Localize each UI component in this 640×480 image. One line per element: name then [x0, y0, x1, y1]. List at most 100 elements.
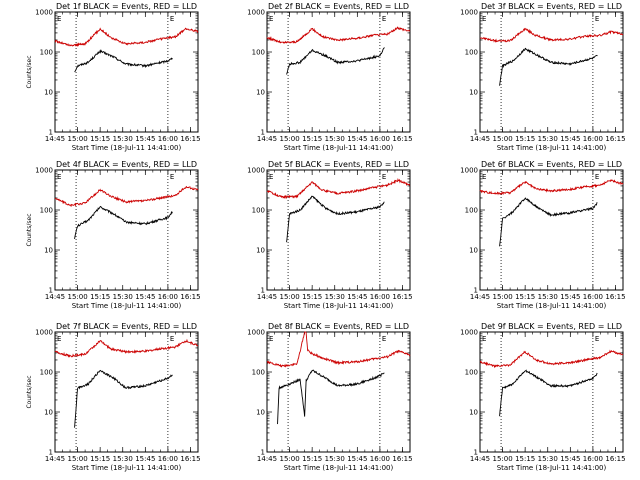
x-tick-label: 15:45 — [135, 455, 155, 463]
y-tick-label: 1 — [474, 449, 478, 457]
x-tick-label: 15:45 — [347, 455, 367, 463]
e-marker: E — [170, 335, 174, 343]
chart-panel-7: Det 7f BLACK = Events, RED = LLD 1 10 100 10… — [26, 322, 201, 472]
y-tick-label: 1000 — [247, 329, 265, 337]
y-tick-label: 100 — [252, 207, 265, 215]
y-tick-label: 1000 — [247, 9, 265, 17]
y-tick-label: 1 — [474, 129, 478, 137]
lld-series-line — [266, 178, 411, 200]
x-axis-label: Start Time (18-Jul-11 14:41:00) — [72, 464, 182, 472]
x-tick-label: 15:15 — [302, 135, 322, 143]
chart-title: Det 2f BLACK = Events, RED = LLD — [268, 2, 409, 11]
y-tick-label: 1 — [474, 287, 478, 295]
y-tick-label: 100 — [40, 369, 53, 377]
y-tick-label: 10 — [256, 89, 265, 97]
x-tick-label: 15:00 — [492, 455, 512, 463]
x-tick-label: 16:00 — [583, 455, 603, 463]
chart-title: Det 1f BLACK = Events, RED = LLD — [56, 2, 197, 11]
x-tick-label: 15:15 — [302, 293, 322, 301]
plot-frame — [479, 169, 624, 291]
e-marker: E — [382, 15, 386, 23]
x-tick-label: 15:30 — [538, 455, 558, 463]
x-axis-label: Start Time (18-Jul-11 14:41:00) — [497, 302, 607, 310]
y-axis-label: Counts/sec — [26, 375, 33, 408]
y-tick-label: 1000 — [460, 9, 478, 17]
e-marker: E — [269, 335, 273, 343]
lld-series-line — [479, 179, 624, 196]
y-tick-label: 100 — [252, 369, 265, 377]
events-series-line — [74, 49, 173, 73]
x-tick-label: 14:45 — [45, 135, 65, 143]
events-series-line — [499, 369, 598, 417]
x-tick-label: 15:45 — [347, 135, 367, 143]
x-tick-label: 15:00 — [279, 135, 299, 143]
events-series-line — [74, 369, 173, 428]
e-marker: E — [57, 15, 61, 23]
y-axis-label: Counts/sec — [26, 55, 33, 88]
y-tick-label: 100 — [40, 207, 53, 215]
x-tick-label: 15:00 — [492, 135, 512, 143]
lld-series-line — [266, 331, 411, 368]
y-tick-label: 1 — [261, 449, 265, 457]
events-series-line — [499, 47, 598, 86]
y-tick-label: 10 — [256, 247, 265, 255]
x-tick-label: 14:45 — [470, 135, 490, 143]
y-tick-label: 10 — [469, 409, 478, 417]
x-tick-label: 16:00 — [583, 293, 603, 301]
e-marker: E — [482, 173, 486, 181]
e-marker: E — [382, 173, 386, 181]
x-tick-label: 14:45 — [470, 455, 490, 463]
x-tick-label: 16:00 — [370, 135, 390, 143]
plot-frame — [479, 331, 624, 453]
y-tick-label: 1 — [261, 287, 265, 295]
plot-frame — [479, 11, 624, 133]
lld-series-line — [54, 27, 199, 47]
x-tick-label: 14:45 — [45, 293, 65, 301]
e-marker: E — [170, 15, 174, 23]
x-tick-label: 15:00 — [67, 135, 87, 143]
chart-panel-3: Det 3f BLACK = Events, RED = LLD 1 10 100 10… — [460, 2, 625, 152]
y-tick-label: 1 — [49, 287, 53, 295]
chart-panel-6: Det 6f BLACK = Events, RED = LLD 1 10 100 10… — [460, 160, 625, 310]
x-tick-label: 16:15 — [392, 455, 412, 463]
chart-panel-8: Det 8f BLACK = Events, RED = LLD 1 10 100 10… — [247, 322, 412, 472]
x-tick-label: 15:00 — [67, 455, 87, 463]
e-marker: E — [170, 173, 174, 181]
plot-frame — [54, 169, 199, 291]
x-tick-label: 15:30 — [538, 293, 558, 301]
y-tick-label: 10 — [44, 89, 53, 97]
y-tick-label: 1 — [49, 129, 53, 137]
y-tick-label: 10 — [44, 247, 53, 255]
x-tick-label: 15:30 — [325, 455, 345, 463]
lld-series-line — [266, 26, 411, 44]
chart-title: Det 7f BLACK = Events, RED = LLD — [56, 322, 197, 331]
x-tick-label: 16:00 — [370, 293, 390, 301]
events-series-line — [277, 369, 385, 425]
x-tick-label: 15:15 — [515, 135, 535, 143]
chart-panel-9: Det 9f BLACK = Events, RED = LLD 1 10 100 10… — [460, 322, 625, 472]
x-tick-label: 14:45 — [45, 455, 65, 463]
y-tick-label: 1000 — [247, 167, 265, 175]
chart-panel-4: Det 4f BLACK = Events, RED = LLD 1 10 100 10… — [26, 160, 201, 310]
x-tick-label: 16:15 — [605, 455, 625, 463]
y-tick-label: 100 — [40, 49, 53, 57]
plot-frame — [266, 169, 411, 291]
y-tick-label: 100 — [465, 369, 478, 377]
x-tick-label: 15:15 — [302, 455, 322, 463]
x-tick-label: 16:00 — [370, 455, 390, 463]
x-axis-label: Start Time (18-Jul-11 14:41:00) — [72, 144, 182, 152]
y-tick-label: 10 — [256, 409, 265, 417]
y-tick-label: 100 — [465, 207, 478, 215]
x-tick-label: 15:30 — [113, 135, 133, 143]
x-axis-label: Start Time (18-Jul-11 14:41:00) — [284, 464, 394, 472]
x-tick-label: 15:45 — [560, 293, 580, 301]
e-marker: E — [382, 335, 386, 343]
x-tick-label: 15:30 — [113, 455, 133, 463]
events-series-line — [286, 47, 385, 75]
y-tick-label: 10 — [44, 409, 53, 417]
x-tick-label: 15:00 — [492, 293, 512, 301]
chart-title: Det 9f BLACK = Events, RED = LLD — [481, 322, 622, 331]
plot-frame — [266, 11, 411, 133]
x-tick-label: 15:15 — [90, 455, 110, 463]
